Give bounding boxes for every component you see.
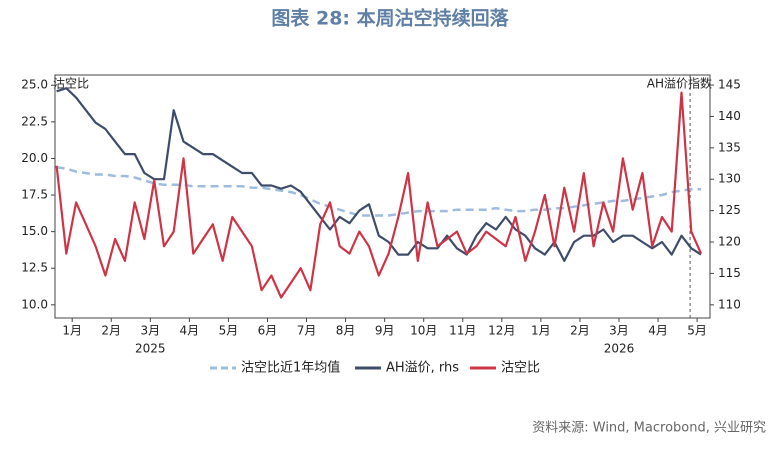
- x-tick-label: 9月: [375, 324, 395, 338]
- y-tick-label: 25.0: [21, 78, 48, 92]
- y2-tick-label: 125: [718, 203, 741, 217]
- y-tick-label: 15.0: [21, 224, 48, 238]
- source-note: 资料来源: Wind, Macrobond, 兴业研究: [532, 421, 766, 436]
- y-tick-label: 22.5: [21, 114, 48, 128]
- y2-tick-label: 145: [718, 78, 741, 92]
- x-tick-label: 4月: [648, 324, 668, 338]
- y-tick-label: 17.5: [21, 188, 48, 202]
- x-tick-label: 8月: [336, 324, 356, 338]
- y-tick-label: 12.5: [21, 261, 48, 275]
- x-tick-label: 11月: [449, 324, 476, 338]
- x-tick-label: 2月: [101, 324, 121, 338]
- x-tick-label: 10月: [410, 324, 437, 338]
- legend-label: 沽空比近1年均值: [241, 360, 340, 376]
- x-tick-label: 7月: [297, 324, 317, 338]
- x-tick-label: 4月: [180, 324, 200, 338]
- plot-frame: [54, 74, 711, 319]
- y-tick-label: 10.0: [21, 297, 48, 311]
- x-tick-label: 1月: [531, 324, 551, 338]
- series-line: [56, 165, 701, 217]
- x-tick-label: 2月: [570, 324, 590, 338]
- series-line: [56, 87, 702, 262]
- x-tick-label: 3月: [140, 324, 160, 338]
- chart-title: 图表 28: 本周沽空持续回落: [271, 7, 509, 30]
- legend-label: 沽空比: [501, 361, 540, 376]
- x-tick-label: 5月: [687, 324, 707, 338]
- y2-tick-label: 135: [718, 140, 741, 154]
- y-axis-title: 沽空比: [53, 77, 89, 91]
- x-tick-label: 1月: [62, 324, 82, 338]
- x-tick-label: 6月: [258, 324, 278, 338]
- legend-label: AH溢价, rhs: [386, 361, 459, 376]
- y2-tick-label: 120: [718, 235, 741, 249]
- y2-tick-label: 140: [718, 109, 741, 123]
- y2-axis-title: AH溢价指数: [647, 76, 712, 91]
- y2-tick-label: 110: [718, 297, 741, 311]
- x-tick-label: 12月: [488, 324, 515, 338]
- y2-tick-label: 115: [718, 266, 741, 280]
- year-label: 2026: [604, 342, 635, 356]
- year-label: 2025: [135, 342, 166, 356]
- y2-tick-label: 130: [718, 172, 741, 186]
- y-tick-label: 20.0: [21, 151, 48, 165]
- x-tick-label: 3月: [609, 324, 629, 338]
- x-tick-label: 5月: [219, 324, 239, 338]
- series-line: [55, 91, 703, 299]
